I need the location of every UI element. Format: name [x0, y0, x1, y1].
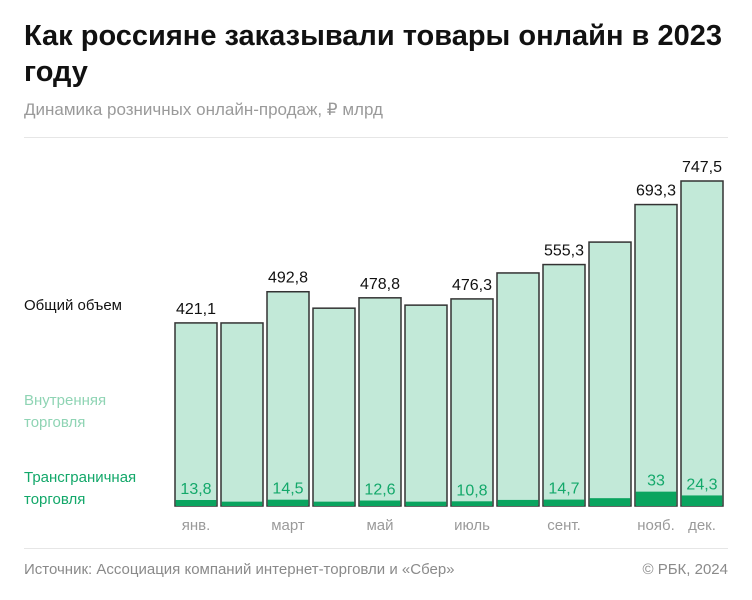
crossborder-value-label: 10,8: [456, 482, 487, 499]
bar-crossborder: [451, 501, 493, 506]
bar-crossborder: [267, 499, 309, 506]
bar-crossborder: [313, 501, 355, 506]
top-divider: [24, 137, 728, 138]
x-tick-label: июль: [454, 517, 490, 534]
x-tick-label: сент.: [547, 517, 581, 534]
bar-total: [312, 307, 356, 507]
bar-total: [404, 304, 448, 507]
bar-crossborder: [497, 499, 539, 506]
bar-total: [680, 180, 724, 507]
bar-crossborder: [681, 495, 723, 506]
crossborder-value-label: 33: [647, 473, 665, 490]
crossborder-value-label: 14,5: [272, 481, 303, 498]
total-value-label: 421,1: [176, 301, 216, 318]
bar-crossborder: [359, 500, 401, 506]
total-value-label: 476,3: [452, 277, 492, 294]
crossborder-value-label: 12,6: [364, 482, 395, 499]
bar-total: [358, 297, 402, 507]
x-tick-label: март: [271, 517, 305, 534]
bar-total: [588, 241, 632, 507]
copyright: © РБК, 2024: [642, 561, 728, 578]
bar-total: [220, 322, 264, 507]
bar-crossborder: [543, 499, 585, 506]
x-tick-label: дек.: [688, 517, 716, 534]
chart-subtitle: Динамика розничных онлайн-продаж, ₽ млрд: [24, 100, 383, 119]
bar-total: [542, 263, 586, 507]
bar-total: [450, 298, 494, 507]
x-tick-label: нояб.: [637, 517, 675, 534]
legend-domestic: Внутренняя торговля: [24, 392, 107, 431]
bar-total: [174, 322, 218, 507]
crossborder-value-label: 14,7: [548, 481, 579, 498]
bar-crossborder: [221, 501, 263, 506]
total-value-label: 478,8: [360, 276, 400, 293]
total-value-label: 747,5: [682, 159, 722, 176]
bar-crossborder: [589, 498, 631, 506]
bar-crossborder: [635, 491, 677, 506]
bottom-divider: [24, 548, 728, 549]
bar-crossborder: [175, 500, 217, 506]
bar-total: [266, 290, 310, 507]
legend-total: Общий объем: [24, 297, 122, 314]
source-note: Источник: Ассоциация компаний интернет-т…: [24, 561, 455, 578]
bar-total: [496, 272, 540, 507]
chart-title: Как россияне заказывали товары онлайн в …: [24, 20, 722, 88]
total-value-label: 693,3: [636, 183, 676, 200]
total-value-label: 492,8: [268, 270, 308, 287]
total-value-label: 555,3: [544, 243, 584, 260]
crossborder-value-label: 24,3: [686, 476, 717, 493]
x-tick-label: май: [366, 517, 393, 534]
bar-total: [634, 203, 678, 507]
legend-crossborder: Трансграничная торговля: [24, 469, 137, 508]
x-tick-label: янв.: [182, 517, 211, 534]
crossborder-value-label: 13,8: [180, 481, 211, 498]
bar-crossborder: [405, 501, 447, 506]
